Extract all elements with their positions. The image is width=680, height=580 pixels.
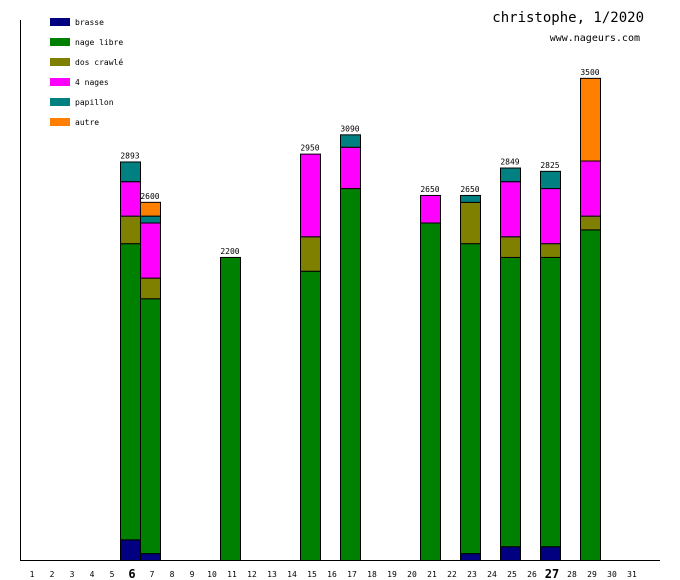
x-tick-label: 18 [367,570,377,579]
x-tick-label: 3 [70,570,75,579]
bar-segment [300,236,321,272]
total-label: 3090 [340,124,359,133]
bar-segment [420,222,441,561]
bar-segment [140,298,161,555]
legend-label: papillon [75,98,114,107]
bar-segment [500,256,521,548]
x-tick-label: 15 [307,570,317,579]
legend-label: autre [75,118,99,127]
x-tick-label: 26 [527,570,537,579]
x-tick-label: 4 [90,570,95,579]
bar-segment [140,277,161,300]
x-tick-label: 6 [128,567,135,580]
bar-segment [500,236,521,258]
legend-swatch [50,78,70,86]
x-tick-label: 16 [327,570,337,579]
bar-segment [540,546,561,561]
x-tick-label: 27 [545,567,559,580]
x-tick-label: 7 [150,570,155,579]
bar-segment [140,222,161,279]
x-tick-label: 11 [227,570,237,579]
bar-segment [540,243,561,258]
bar-segment [460,243,481,555]
bar-segment [580,77,601,162]
x-tick-label: 1 [30,570,35,579]
chart-subtitle: www.nageurs.com [550,33,640,44]
total-label: 2200 [220,247,239,256]
bar-segment [500,167,521,183]
bar-segment [580,229,601,561]
total-label: 2825 [540,161,559,170]
x-tick-label: 21 [427,570,437,579]
bar-segment [300,153,321,238]
x-tick-label: 25 [507,570,517,579]
x-tick-label: 13 [267,570,277,579]
legend-label: brasse [75,18,104,27]
bar-segment [120,243,141,541]
total-label: 2650 [460,185,479,194]
bar-segment [340,188,361,561]
x-tick-label: 5 [110,570,115,579]
x-tick-label: 9 [190,570,195,579]
bar-segment [120,161,141,183]
x-tick-label: 12 [247,570,257,579]
x-tick-label: 30 [607,570,617,579]
bar-segment [420,194,441,224]
x-tick-label: 20 [407,570,417,579]
total-label: 3500 [580,68,599,77]
x-tick-label: 23 [467,570,477,579]
bar-segment [140,201,161,217]
x-tick-label: 28 [567,570,577,579]
chart-title: christophe, 1/2020 [492,10,644,26]
bar-segment [540,256,561,548]
bar-segment [540,188,561,245]
bar-segment [140,553,161,561]
bar-segment [340,146,361,190]
bar-segment [340,134,361,148]
legend-label: nage libre [75,38,123,47]
total-label: 2600 [140,192,159,201]
x-tick-label: 22 [447,570,457,579]
bar-segment [120,215,141,245]
total-label: 2849 [500,158,519,167]
total-label: 2950 [300,144,319,153]
bar-segment [140,215,161,224]
x-tick-label: 2 [50,570,55,579]
x-tick-label: 29 [587,570,597,579]
x-tick-label: 8 [170,570,175,579]
x-tick-label: 10 [207,570,217,579]
x-tick-label: 19 [387,570,397,579]
x-tick-label: 24 [487,570,497,579]
bar-segment [220,256,241,561]
bar-segment [460,201,481,245]
x-tick-label: 14 [287,570,297,579]
legend-swatch [50,98,70,106]
bar-segment [500,181,521,238]
bar-segment [460,553,481,561]
legend-swatch [50,118,70,126]
x-tick-label: 17 [347,570,357,579]
bar-segment [120,539,141,561]
bar-segment [500,546,521,561]
total-label: 2893 [120,151,139,160]
bar-segment [580,160,601,217]
bar-segment [120,181,141,217]
bar-segment [460,194,481,203]
bar-segment [300,270,321,561]
bar-segment [580,215,601,231]
bar-segment [540,170,561,190]
legend-label: 4 nages [75,78,109,87]
legend-label: dos crawlé [75,57,123,67]
legend-swatch [50,38,70,46]
legend-swatch [50,18,70,26]
total-label: 2650 [420,185,439,194]
legend-swatch [50,58,70,66]
x-tick-label: 31 [627,570,637,579]
